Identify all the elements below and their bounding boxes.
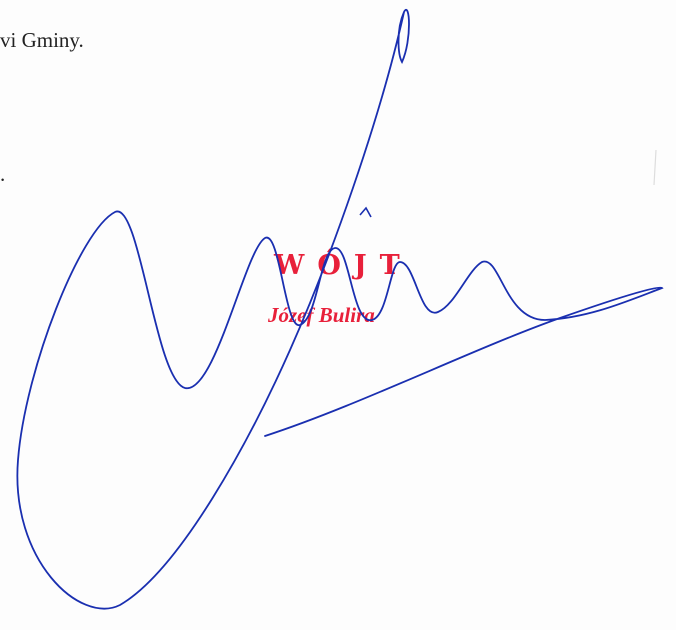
scan-mark <box>653 149 657 186</box>
signature-tick <box>359 206 372 218</box>
stamp-name: Józef Bulira <box>268 303 375 327</box>
text-fragment: . <box>0 162 6 186</box>
stamp-title: WÓJT <box>274 250 413 281</box>
text-line: vi Gminy. <box>0 28 84 52</box>
signature-stroke <box>16 8 664 610</box>
